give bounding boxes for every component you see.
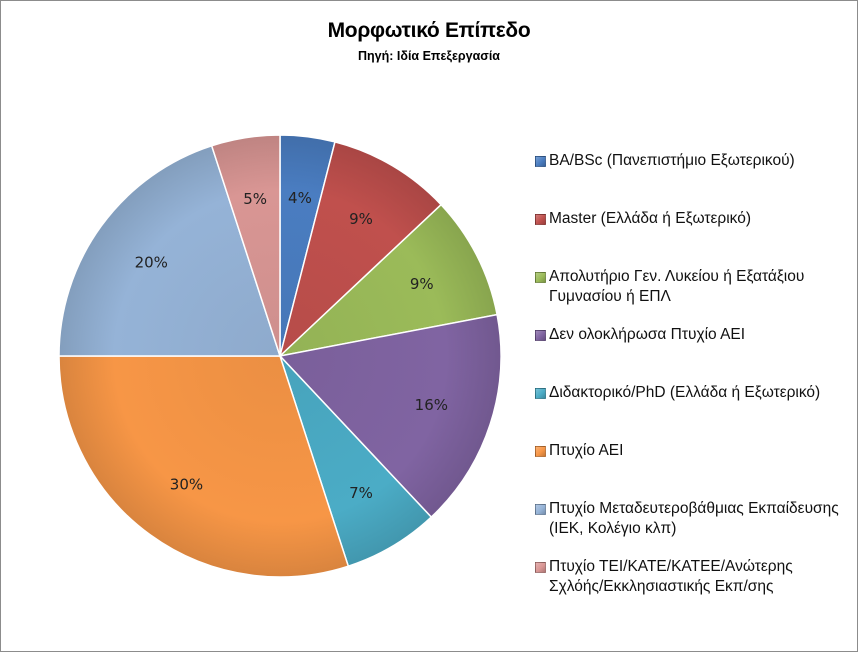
slice-data-label: 9% [349,210,373,228]
legend-swatch [535,446,546,457]
slice-data-label: 5% [243,190,267,208]
legend-swatch [535,330,546,341]
pie-slice [277,203,498,358]
slice-data-label: 7% [349,484,373,502]
slice-data-label: 9% [410,275,434,293]
legend-label: Πτυχίο ΤΕΙ/ΚΑΤΕ/ΚΑΤΕΕ/Ανώτερης Σχλόής/Εκ… [549,558,793,595]
legend-label: Πτυχίο Μεταδευτεροβάθμιας Εκπαίδευσης (Ι… [549,500,839,537]
legend-label: BA/BSc (Πανεπιστήμιο Εξωτερικού) [549,152,795,169]
legend-swatch [535,504,546,515]
chart-subtitle: Πηγή: Ιδία Επεξεργασία [358,49,500,63]
legend-label: Διδακτορικό/PhD (Ελλάδα ή Εξωτερικό) [549,384,821,401]
legend-swatch [535,562,546,573]
legend-swatch [535,388,546,399]
legend-label: Master (Ελλάδα ή Εξωτερικό) [549,210,752,227]
legend-label: Απολυτήριο Γεν. Λυκείου ή Εξατάξιου Γυμν… [549,268,805,305]
pie-slice [278,141,443,359]
pie-slice [58,144,282,357]
pie-slice [278,313,502,519]
pie-slice [58,355,350,578]
chart-title: Μορφωτικό Επίπεδο [327,19,531,42]
legend-label: Πτυχίο ΑΕΙ [549,442,624,459]
legend-swatch [535,156,546,167]
legend-swatch [535,272,546,283]
legend-label: Δεν ολοκλήρωσα Πτυχίο ΑΕΙ [549,326,746,343]
slice-data-label: 30% [170,476,203,494]
slice-data-label: 16% [415,396,448,414]
slice-data-label: 4% [288,189,312,207]
pie-slice [210,134,281,357]
slice-data-label: 20% [135,253,168,271]
legend-swatch [535,214,546,225]
